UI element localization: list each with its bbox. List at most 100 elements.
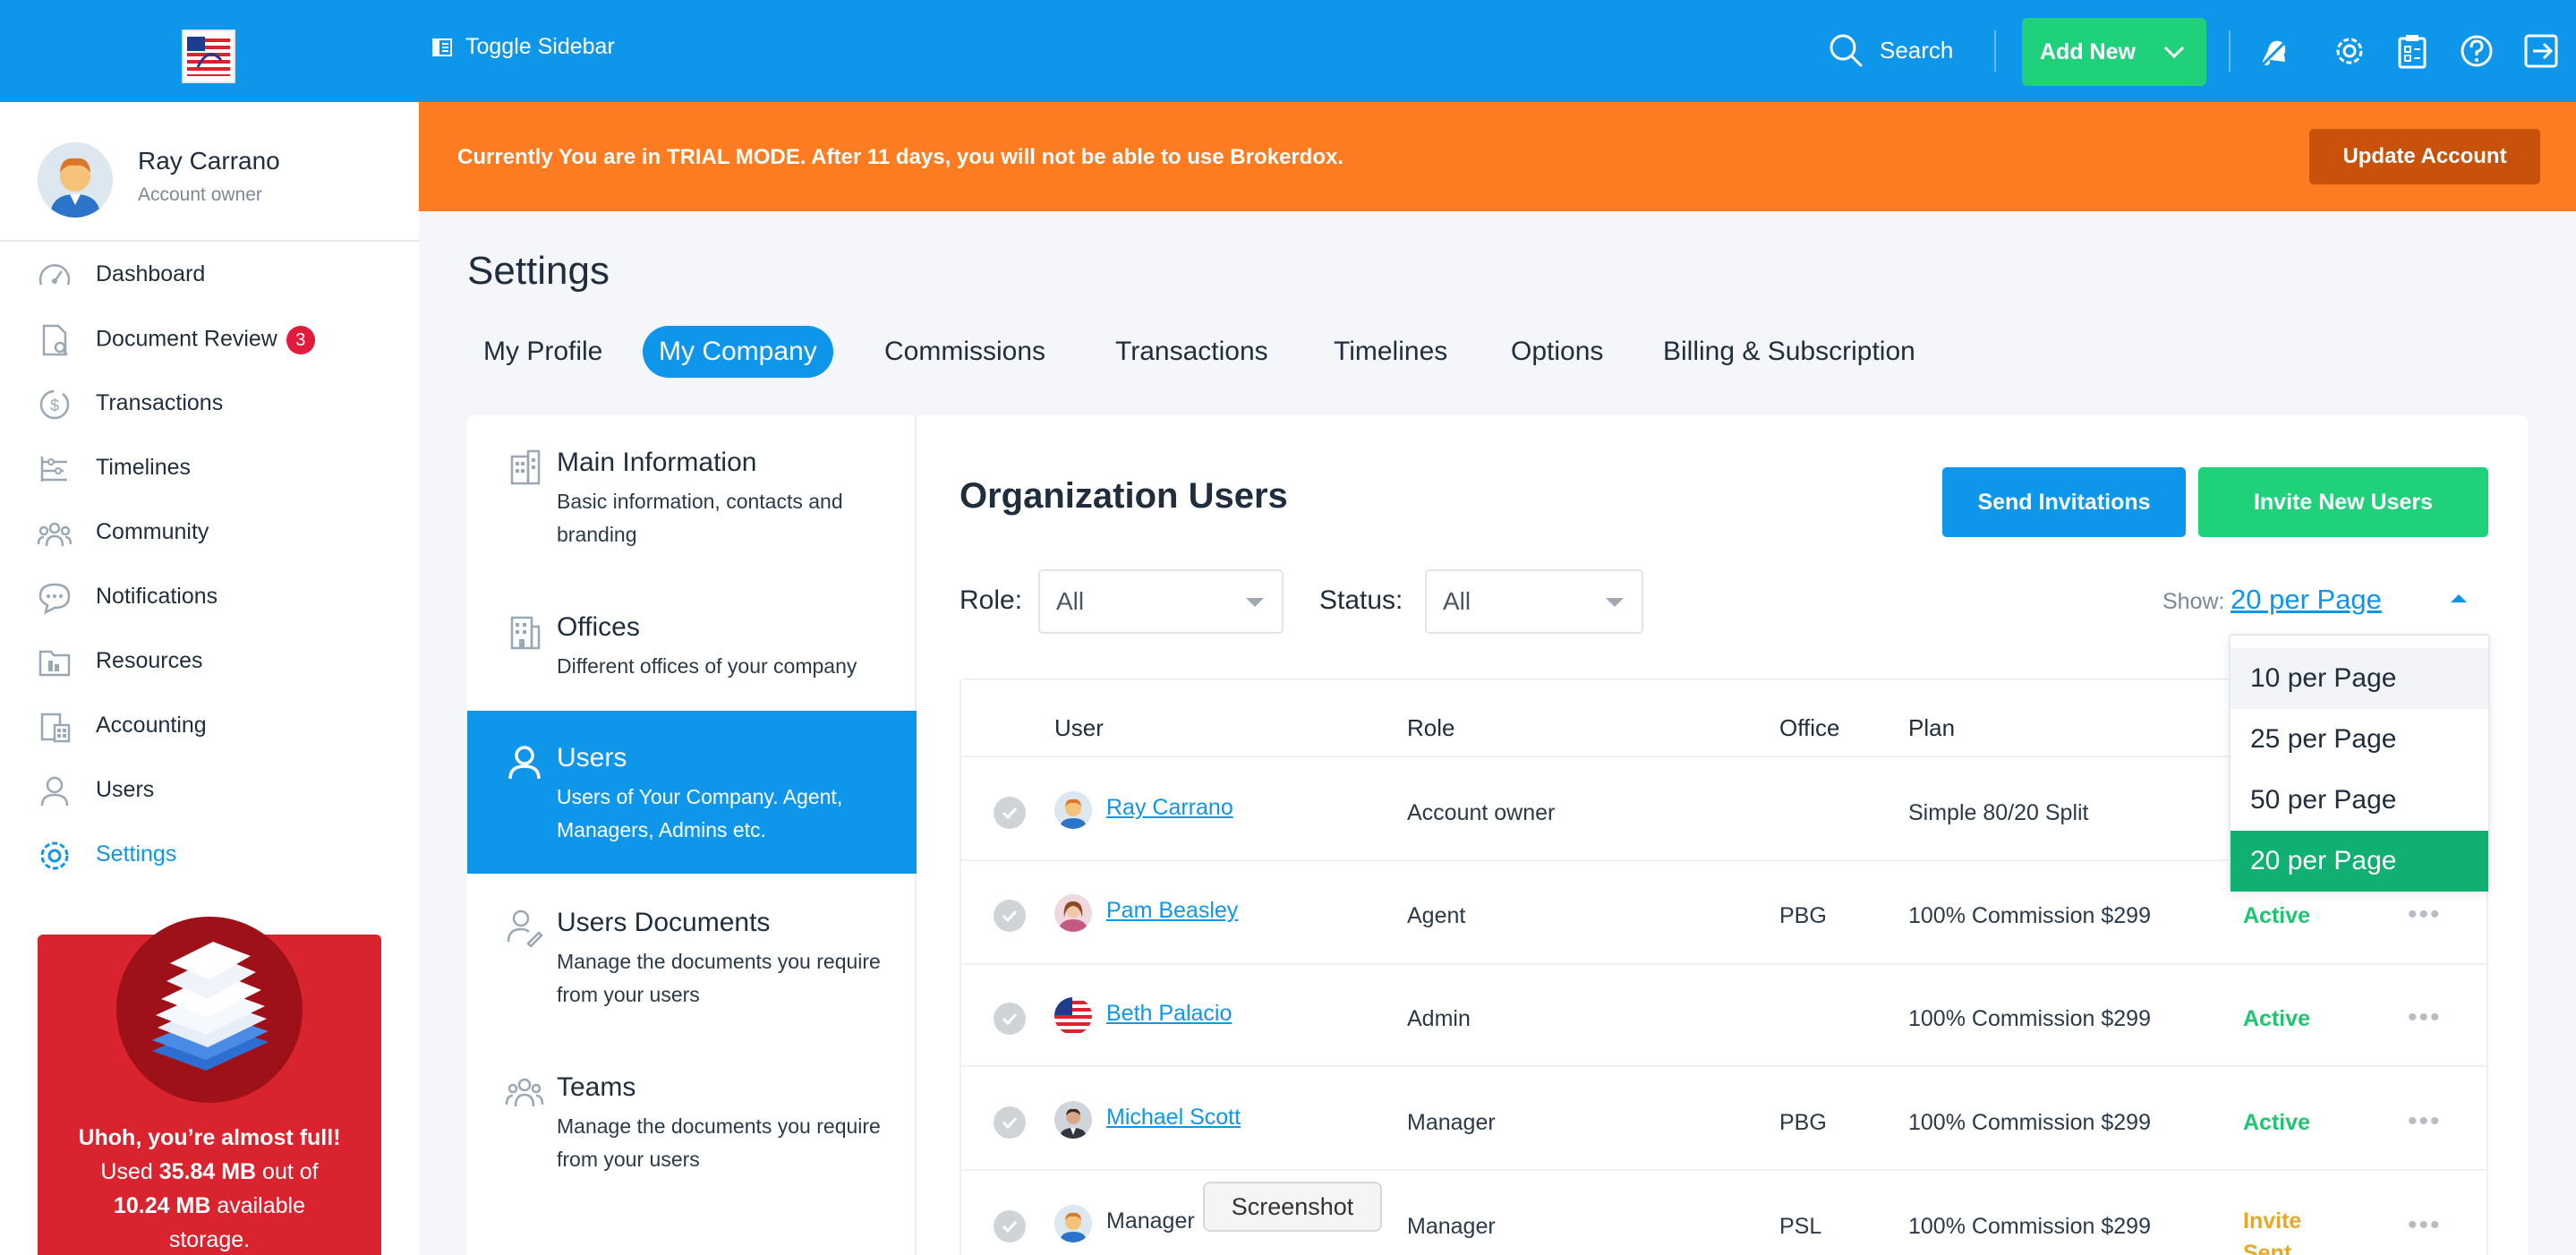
more-options-icon[interactable]: ••• — [2408, 1106, 2442, 1136]
caret-down-icon — [1606, 598, 1624, 607]
brand-logo[interactable] — [182, 30, 235, 83]
add-new-button[interactable]: Add New — [2022, 18, 2206, 86]
storage-title: Uhoh, you’re almost full! — [78, 1125, 341, 1150]
more-options-icon[interactable]: ••• — [2408, 900, 2442, 929]
sidebar-item-settings[interactable]: Settings — [0, 827, 419, 881]
gear-icon[interactable] — [2331, 32, 2368, 70]
avatar — [1054, 1205, 1092, 1242]
sidebar-item-resources[interactable]: Resources — [0, 634, 419, 687]
check-icon[interactable] — [994, 797, 1026, 829]
timeline-icon — [40, 457, 67, 482]
company-nav-users-documents[interactable]: Users Documents Manage the documents you… — [467, 875, 917, 1038]
column-header-plan[interactable]: Plan — [1908, 714, 1956, 741]
table-row[interactable]: Beth Palacio Admin 100% Commission $299 … — [961, 963, 2486, 1066]
page-title: Settings — [467, 249, 610, 293]
company-nav-title: Main Information — [557, 448, 757, 477]
caret-down-icon — [1246, 598, 1264, 607]
user-document-icon — [507, 909, 543, 947]
table-row[interactable]: Michael Scott Manager PBG 100% Commissio… — [961, 1067, 2486, 1170]
sidebar-item-label: Timelines — [96, 455, 192, 480]
avatar — [1054, 894, 1092, 932]
update-account-button[interactable]: Update Account — [2309, 129, 2540, 184]
sidebar-item-document-review[interactable]: Document Review 3 — [0, 312, 419, 365]
user-profile[interactable]: Ray Carrano Account owner — [0, 102, 419, 242]
bell-icon[interactable] — [2256, 32, 2293, 70]
user-plan: 100% Commission $299 — [1908, 903, 2151, 928]
per-page-select[interactable]: 20 per Page — [2231, 584, 2382, 615]
per-page-option[interactable]: 10 per Page — [2231, 648, 2488, 709]
role-select-value: All — [1056, 587, 1085, 615]
user-name[interactable]: Manager — [1106, 1208, 1195, 1234]
avatar — [38, 142, 113, 218]
avatar — [1054, 791, 1092, 829]
more-options-icon[interactable]: ••• — [2408, 1210, 2442, 1240]
divider — [961, 963, 2486, 965]
sidebar-item-timelines[interactable]: Timelines — [0, 440, 419, 494]
role-filter-label: Role: — [960, 585, 1023, 615]
status-badge: Active — [2243, 1006, 2311, 1031]
company-nav-offices[interactable]: Offices Different offices of your compan… — [467, 580, 917, 743]
company-nav-title: Teams — [557, 1072, 636, 1102]
user-name-link[interactable]: Ray Carrano — [1106, 795, 1233, 820]
tab-billing-subscription[interactable]: Billing & Subscription — [1663, 337, 1915, 366]
storage-used: 35.84 MB — [158, 1159, 257, 1184]
column-header-role[interactable]: Role — [1407, 714, 1455, 741]
role-select[interactable]: All — [1038, 569, 1284, 634]
storage-text: Used — [100, 1159, 159, 1184]
status-badge: Invite Sent — [2243, 1205, 2301, 1255]
avatar — [1054, 1101, 1092, 1139]
svg-text:$: $ — [50, 397, 59, 414]
user-role: Agent — [1407, 903, 1466, 928]
sidebar-item-users[interactable]: Users — [0, 763, 419, 816]
user-name-link[interactable]: Pam Beasley — [1106, 898, 1239, 923]
status-badge: Active — [2243, 1110, 2311, 1135]
check-icon[interactable] — [994, 1106, 1026, 1139]
sidebar-item-notifications[interactable]: Notifications — [0, 569, 419, 623]
status-line: Invite — [2243, 1208, 2302, 1234]
toggle-sidebar-button[interactable]: Toggle Sidebar — [431, 34, 615, 60]
company-nav-main-information[interactable]: Main Information Basic information, cont… — [467, 415, 917, 578]
column-header-user[interactable]: User — [1054, 714, 1104, 741]
check-icon[interactable] — [994, 1210, 1026, 1242]
table-row[interactable]: Ray Carrano Account owner Simple 80/20 S… — [961, 757, 2486, 860]
per-page-option[interactable]: 25 per Page — [2250, 724, 2397, 754]
per-page-option[interactable]: 50 per Page — [2250, 785, 2397, 815]
company-nav-teams[interactable]: Teams Manage the documents you require f… — [467, 1040, 917, 1203]
clipboard-icon[interactable] — [2393, 32, 2431, 70]
per-page-option-selected[interactable]: 20 per Page — [2231, 831, 2488, 892]
user-name-link[interactable]: Beth Palacio — [1106, 1001, 1233, 1026]
search-button[interactable]: Search — [1828, 32, 1953, 68]
check-icon[interactable] — [994, 900, 1026, 932]
tab-commissions[interactable]: Commissions — [884, 337, 1046, 366]
sidebar-item-label: Accounting — [96, 713, 207, 738]
company-nav-description: Different offices of your company — [557, 654, 857, 678]
send-invitations-button[interactable]: Send Invitations — [1942, 467, 2186, 537]
sidebar-item-community[interactable]: Community — [0, 505, 419, 559]
status-select[interactable]: All — [1425, 569, 1643, 634]
company-settings-nav: Main Information Basic information, cont… — [467, 415, 917, 1255]
tab-transactions[interactable]: Transactions — [1115, 337, 1268, 366]
sidebar-item-accounting[interactable]: Accounting — [0, 698, 419, 752]
more-options-icon[interactable]: ••• — [2408, 1003, 2442, 1032]
sidebar: Ray Carrano Account owner Dashboard Docu… — [0, 102, 419, 1255]
invite-new-users-button[interactable]: Invite New Users — [2198, 467, 2488, 537]
tab-timelines[interactable]: Timelines — [1334, 337, 1448, 366]
caret-up-icon[interactable] — [2451, 594, 2467, 602]
table-row[interactable]: Pam Beasley Agent PBG 100% Commission $2… — [961, 860, 2486, 963]
sidebar-item-dashboard[interactable]: Dashboard — [0, 247, 419, 301]
user-name-link[interactable]: Michael Scott — [1106, 1105, 1241, 1130]
check-icon[interactable] — [994, 1003, 1026, 1035]
tab-options[interactable]: Options — [1511, 337, 1604, 366]
tab-my-profile[interactable]: My Profile — [483, 337, 603, 366]
speedometer-icon — [38, 264, 71, 286]
folder-icon — [38, 650, 71, 677]
table-row[interactable]: Manager Manager PSL 100% Commission $299… — [961, 1171, 2486, 1255]
help-icon[interactable] — [2458, 32, 2495, 70]
logout-icon[interactable] — [2522, 32, 2560, 70]
tab-my-company[interactable]: My Company — [643, 326, 833, 378]
column-header-office[interactable]: Office — [1779, 714, 1840, 741]
user-icon — [508, 746, 541, 780]
sidebar-item-transactions[interactable]: $ Transactions — [0, 376, 419, 430]
status-badge: Active — [2243, 903, 2311, 928]
company-nav-users[interactable]: Users Users of Your Company. Agent, Mana… — [467, 711, 917, 874]
